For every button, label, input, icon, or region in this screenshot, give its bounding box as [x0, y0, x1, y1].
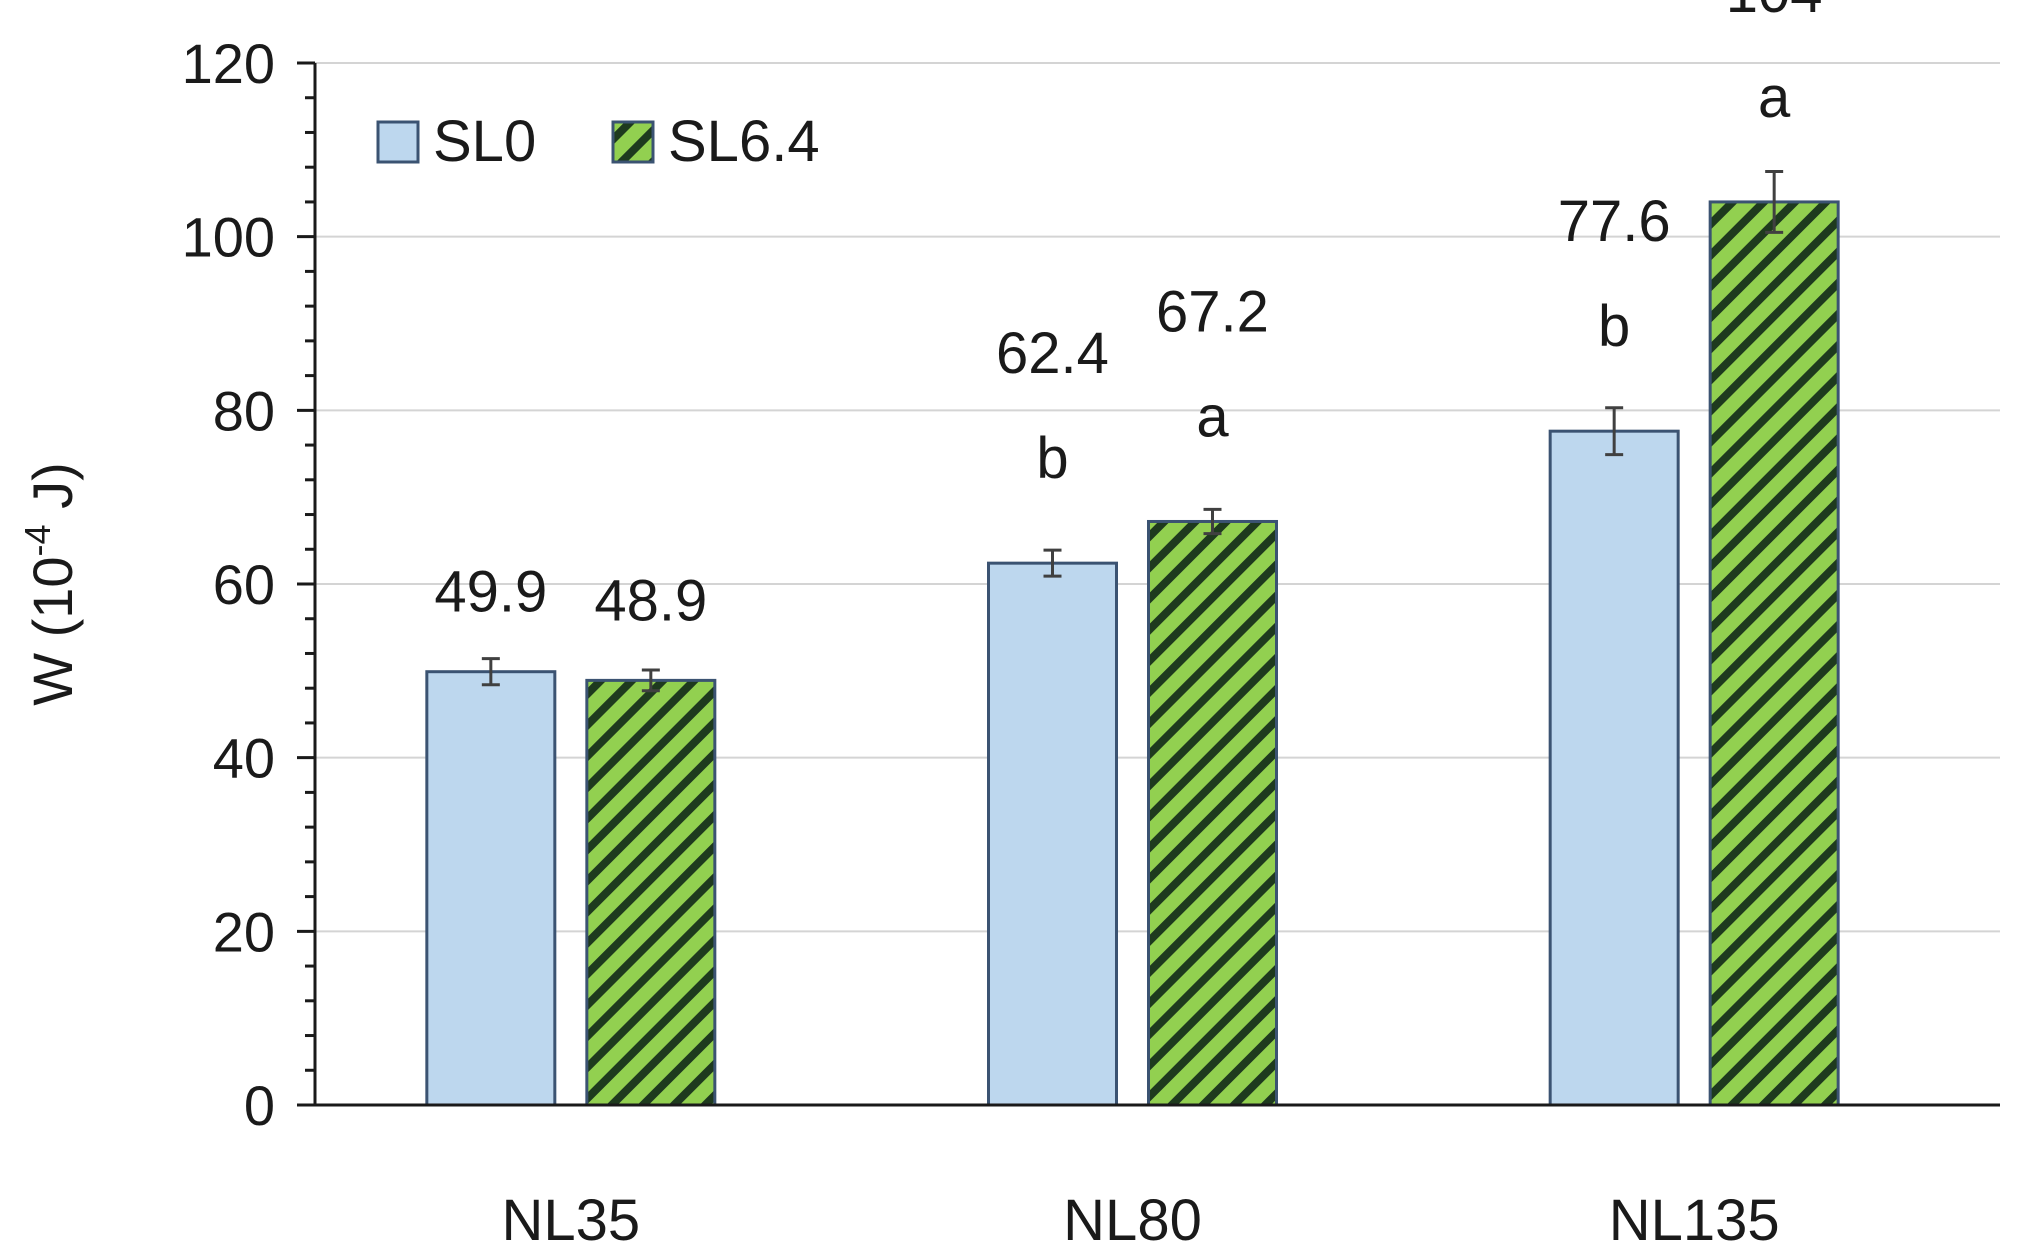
bars: [425, 170, 1840, 1107]
y-tick-label: 120: [182, 32, 275, 95]
y-tick-label: 60: [213, 553, 275, 616]
legend-swatch-sl0: [376, 120, 420, 164]
significance-label: a: [1196, 384, 1229, 449]
y-tick-label: 0: [244, 1074, 275, 1137]
bar-sl64-nl35: [585, 678, 717, 1107]
y-tick-label: 80: [213, 379, 275, 442]
data-label: 104: [1726, 0, 1823, 25]
y-axis-title: W (10-4 J): [17, 462, 84, 706]
data-label: 67.2: [1156, 279, 1269, 344]
legend-label: SL6.4: [668, 109, 820, 174]
bar-sl0-nl80: [987, 561, 1118, 1107]
significance-label: b: [1036, 426, 1068, 491]
x-tick-label: NL135: [1609, 1188, 1780, 1253]
bar-sl0-nl35: [425, 670, 557, 1107]
y-tick-label: 40: [213, 727, 275, 790]
bar-sl0-nl135: [1548, 429, 1680, 1107]
bar-sl64-nl135: [1708, 200, 1840, 1107]
axes: [297, 61, 2000, 1107]
legend-label: SL0: [433, 109, 536, 174]
significance-label: b: [1598, 294, 1630, 359]
bar-sl64-nl80: [1147, 519, 1278, 1107]
data-label: 48.9: [594, 568, 707, 633]
y-tick-label: 100: [182, 206, 275, 269]
y-tick-label: 20: [213, 900, 275, 963]
legend: SL0 SL6.4: [376, 109, 820, 174]
data-label: 62.4: [996, 321, 1109, 386]
significance-label: a: [1758, 65, 1791, 130]
x-tick-label: NL35: [502, 1188, 641, 1253]
legend-swatch-sl64: [611, 120, 655, 164]
data-label: 49.9: [434, 560, 547, 625]
x-tick-label: NL80: [1063, 1188, 1202, 1253]
labels: 0 20 40 60 80 100 120 W (10-4 J) NL35 49.9 48.9 NL8…: [17, 0, 1823, 1253]
data-label: 77.6: [1558, 189, 1671, 254]
